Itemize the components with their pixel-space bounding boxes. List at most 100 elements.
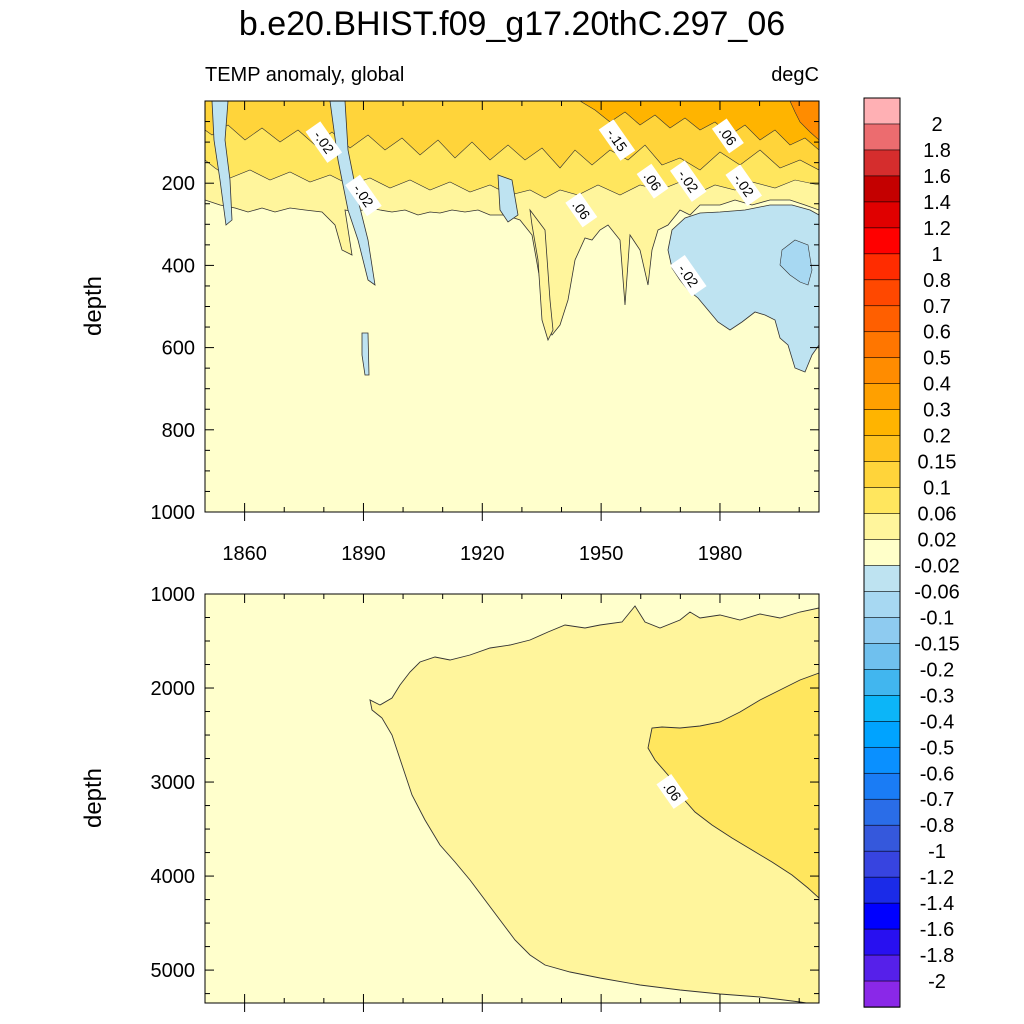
colorbar-swatch	[863, 798, 901, 826]
colorbar-label: 0.15	[918, 452, 957, 474]
upper-warm-patch-4	[789, 101, 819, 141]
upper-cool-region	[667, 204, 819, 373]
upper-deep-warm-tongue	[529, 208, 554, 342]
colorbar-swatch	[863, 565, 901, 593]
upper-x-tick-label: 1890	[341, 543, 386, 565]
colorbar-swatch	[863, 123, 901, 151]
upper-contour-label-bg	[725, 164, 763, 206]
colorbar-label: -1.6	[920, 919, 954, 941]
upper-panel-units: degC	[771, 64, 819, 86]
colorbar-swatch	[863, 513, 901, 541]
colorbar-swatch	[863, 227, 901, 255]
colorbar-swatch	[863, 279, 901, 307]
lower-y-axis: 1000 2000 3000 4000 5000	[151, 584, 819, 995]
upper-cool-patch-3	[497, 174, 519, 223]
colorbar-label: -0.8	[920, 815, 954, 837]
colorbar-label: -1	[928, 841, 946, 863]
upper-x-axis: 1860 1890 1920 1950 1980	[204, 101, 800, 565]
lower-warm-band	[369, 605, 819, 1003]
upper-contour-label-bg	[305, 121, 343, 163]
colorbar-label: 1.6	[923, 166, 951, 188]
colorbar-swatch	[863, 97, 901, 125]
colorbar-swatch	[863, 487, 901, 515]
upper-cooler-patch	[779, 239, 813, 286]
upper-y-tick-label: 1000	[151, 502, 196, 524]
colorbar-label: -1.4	[920, 893, 954, 915]
colorbar-swatch	[863, 876, 901, 904]
colorbar-label: 0.06	[918, 504, 957, 526]
colorbar-swatch	[863, 928, 901, 956]
colorbar-swatch	[863, 721, 901, 748]
colorbar-swatch	[863, 461, 901, 489]
upper-x-tick-label: 1860	[222, 543, 267, 565]
colorbar-label: -0.06	[914, 581, 960, 603]
upper-contour-label-bg	[636, 163, 669, 199]
colorbar-label: 2	[931, 114, 942, 136]
lower-y-tick-label: 5000	[151, 960, 196, 982]
upper-warm-patch-3	[579, 101, 819, 151]
upper-y-tick-label: 800	[162, 420, 195, 442]
colorbar-label: -0.1	[920, 607, 954, 629]
colorbar-swatch	[863, 435, 901, 463]
colorbar-swatch	[863, 954, 901, 982]
colorbar-swatch	[863, 305, 901, 333]
upper-y-tick-label: 400	[162, 255, 195, 277]
colorbar-swatch	[863, 850, 901, 878]
colorbar-swatch	[863, 824, 901, 852]
upper-contour-label-bg	[711, 118, 744, 154]
upper-y-axis: 200 400 600 800 1000	[151, 100, 819, 524]
colorbar-label: 1.8	[923, 140, 951, 162]
colorbar: 2 1.8 1.6 1.4 1.2 1 0.8 0.7 0.6 0.5 0.4 0.3 0.2 0.15 0…	[863, 97, 960, 1008]
upper-y-tick-label: 200	[162, 173, 195, 195]
lower-y-tick-label: 2000	[151, 678, 196, 700]
colorbar-label: -0.15	[914, 633, 960, 655]
colorbar-label: -2	[928, 971, 946, 993]
chart-title: b.e20.BHIST.f09_g17.20thC.297_06	[239, 5, 785, 43]
colorbar-label: 0.3	[923, 400, 951, 422]
colorbar-swatch	[863, 669, 901, 697]
colorbar-label: -1.8	[920, 945, 954, 967]
colorbar-label: 0.5	[923, 348, 951, 370]
lower-panel: .06 1000 2000 3000 4000 5000 depth	[80, 584, 820, 1012]
colorbar-label: -0.6	[920, 763, 954, 785]
colorbar-swatch	[863, 175, 901, 203]
upper-x-tick-label: 1950	[579, 543, 624, 565]
colorbar-label: 0.02	[918, 530, 957, 552]
colorbar-label: 0.8	[923, 270, 951, 292]
colorbar-swatch	[863, 539, 901, 567]
lower-y-tick-label: 1000	[151, 584, 196, 606]
lower-contour-field: .06	[205, 594, 819, 1003]
upper-contour-field: -.02-.02-.15.06.06.06 -.02 -.02-.02	[205, 101, 819, 512]
colorbar-swatch	[863, 617, 901, 645]
lower-y-axis-label: depth	[80, 768, 107, 828]
upper-contour-label-bg	[670, 160, 707, 202]
colorbar-swatch	[863, 591, 901, 619]
upper-x-tick-label: 1920	[460, 543, 505, 565]
colorbar-swatch	[863, 695, 901, 723]
upper-contour-label-bg	[345, 174, 382, 217]
upper-y-axis-label: depth	[80, 276, 107, 336]
colorbar-swatch	[863, 902, 901, 930]
colorbar-label: -0.02	[914, 555, 960, 577]
lower-x-axis	[204, 594, 800, 1012]
colorbar-label: 0.7	[923, 296, 951, 318]
colorbar-label: -1.2	[920, 867, 954, 889]
colorbar-label: 1.2	[923, 218, 951, 240]
colorbar-label: 1.4	[923, 192, 951, 214]
colorbar-swatch	[863, 980, 901, 1008]
colorbar-swatch	[863, 149, 901, 177]
colorbar-frame	[863, 97, 901, 1008]
upper-x-tick-label: 1980	[698, 543, 743, 565]
upper-y-tick-label: 600	[162, 338, 195, 360]
colorbar-swatch	[863, 772, 901, 800]
colorbar-swatch	[863, 746, 901, 774]
lower-y-tick-label: 3000	[151, 772, 196, 794]
colorbar-swatch	[863, 643, 901, 671]
upper-contour-label-bg	[565, 192, 598, 228]
colorbar-swatch	[863, 409, 901, 437]
colorbar-label: 1	[931, 244, 942, 266]
colorbar-label: 0.6	[923, 322, 951, 344]
upper-panel-variable-title: TEMP anomaly, global	[205, 64, 404, 86]
colorbar-label: 0.4	[923, 374, 951, 396]
